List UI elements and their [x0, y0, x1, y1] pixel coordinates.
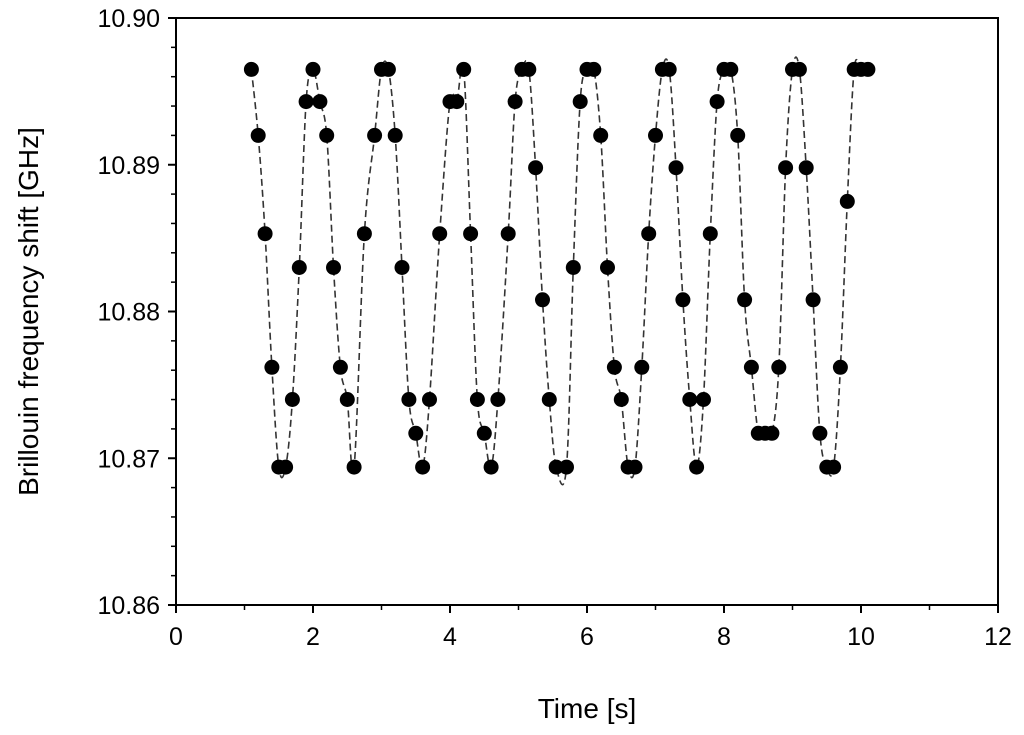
- data-point: [312, 94, 328, 110]
- x-tick-label: 6: [580, 623, 594, 651]
- data-point: [394, 260, 410, 275]
- data-point: [743, 359, 759, 375]
- data-point: [422, 392, 437, 407]
- data-point: [490, 392, 506, 407]
- data-point: [668, 160, 684, 176]
- data-point: [257, 226, 273, 242]
- data-point: [326, 260, 341, 275]
- data-point: [469, 392, 485, 407]
- y-tick-label: 10.89: [97, 152, 160, 180]
- x-tick-label: 0: [169, 623, 183, 651]
- data-point: [463, 226, 479, 242]
- series-line: [250, 56, 868, 486]
- y-tick-label: 10.86: [97, 592, 160, 620]
- data-point: [346, 459, 362, 475]
- x-tick-label: 4: [443, 623, 457, 651]
- y-axis-label-group: Brillouin frequency shift [GHz]: [13, 127, 44, 496]
- data-point: [278, 459, 294, 475]
- data-point: [812, 425, 828, 441]
- x-tick-label: 10: [847, 623, 875, 651]
- data-point: [839, 193, 855, 209]
- data-point: [675, 292, 691, 308]
- data-point: [356, 226, 372, 242]
- data-point: [305, 61, 321, 77]
- data-point: [500, 226, 516, 242]
- data-point: [805, 292, 821, 308]
- x-axis-ticks: 0 2 4 6 8 10 12: [169, 605, 1012, 651]
- x-tick-label: 2: [306, 623, 320, 651]
- data-point: [826, 459, 842, 475]
- data-point: [541, 392, 557, 407]
- data-point: [696, 392, 711, 407]
- data-point: [641, 226, 657, 242]
- data-point: [689, 459, 705, 475]
- data-point: [507, 94, 523, 110]
- data-point: [613, 392, 629, 407]
- data-point: [264, 359, 280, 375]
- data-point: [456, 61, 472, 77]
- data-point: [380, 61, 396, 77]
- data-point: [243, 61, 259, 77]
- data-point: [332, 359, 348, 375]
- data-point: [627, 459, 643, 475]
- data-point: [528, 160, 544, 176]
- x-tick-label: 8: [717, 623, 731, 651]
- data-point: [449, 94, 465, 110]
- data-point: [606, 359, 622, 375]
- data-point: [572, 94, 588, 110]
- data-point: [291, 260, 307, 275]
- data-point: [319, 127, 335, 143]
- data-point: [284, 392, 300, 407]
- y-axis-label: Brillouin frequency shift [GHz]: [13, 127, 44, 496]
- data-point: [586, 61, 602, 77]
- data-point: [723, 61, 739, 77]
- data-point: [548, 459, 564, 475]
- data-point: [521, 61, 537, 77]
- data-point: [860, 61, 876, 77]
- data-point: [298, 94, 314, 110]
- data-point: [559, 459, 574, 475]
- data-point: [764, 425, 780, 441]
- y-tick-label: 10.87: [97, 445, 160, 473]
- x-axis-label: Time [s]: [538, 693, 637, 724]
- data-point: [778, 160, 794, 176]
- data-point: [535, 292, 550, 308]
- data-point: [648, 127, 663, 143]
- plot-border: [175, 17, 999, 606]
- data-point: [771, 359, 787, 375]
- data-point: [387, 127, 403, 143]
- data-point: [483, 459, 499, 475]
- data-point: [832, 359, 848, 375]
- data-point: [702, 226, 718, 242]
- data-point: [339, 392, 355, 407]
- series-layer: [243, 56, 876, 486]
- data-point: [682, 392, 698, 407]
- y-tick-label: 10.88: [97, 299, 160, 327]
- data-point: [634, 359, 650, 375]
- data-point: [408, 425, 424, 441]
- data-point: [709, 94, 725, 110]
- data-point: [565, 260, 581, 275]
- data-point: [250, 127, 266, 143]
- data-point: [730, 127, 746, 143]
- y-tick-label: 10.90: [97, 5, 160, 33]
- data-point: [791, 61, 807, 77]
- data-point: [798, 160, 814, 176]
- y-axis-ticks: 10.86 10.87 10.88 10.89 10.90: [97, 5, 176, 620]
- data-point: [415, 459, 431, 475]
- x-tick-label: 12: [984, 623, 1012, 651]
- data-point: [432, 226, 448, 242]
- data-point: [401, 392, 417, 407]
- data-point: [737, 292, 753, 308]
- plot-frame: [175, 17, 999, 606]
- data-point: [600, 260, 615, 275]
- data-point: [476, 425, 492, 441]
- data-point: [367, 127, 383, 143]
- data-point: [593, 127, 609, 143]
- data-point: [661, 61, 677, 77]
